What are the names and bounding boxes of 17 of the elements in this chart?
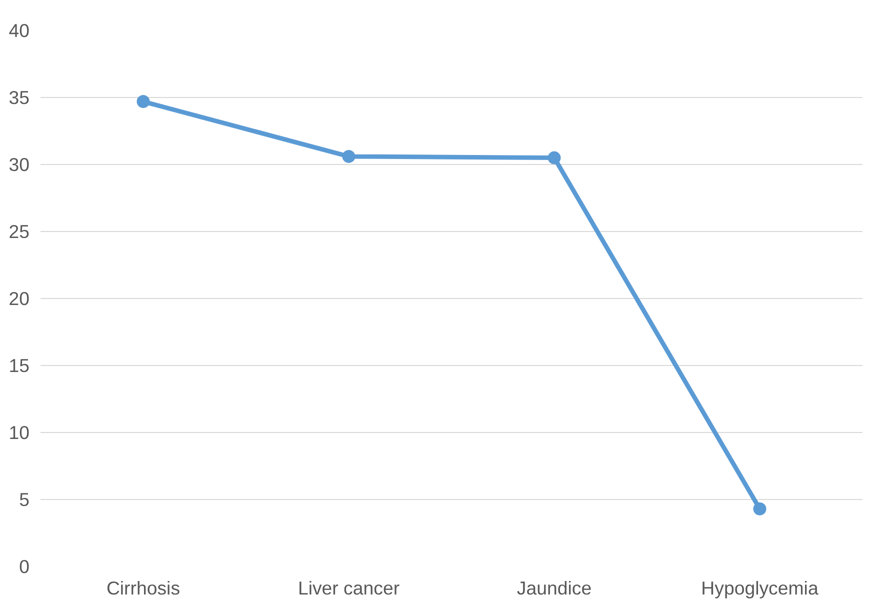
x-tick-label: Hypoglycemia [701,578,819,598]
y-tick-label: 20 [8,288,30,309]
y-tick-label: 0 [19,556,30,577]
x-tick-label: Jaundice [516,578,592,598]
y-tick-label: 5 [19,489,30,510]
point [753,502,766,516]
x-tick-label: Liver cancer [298,578,400,598]
y-tick-label: 10 [8,422,30,443]
point [136,95,150,108]
x-tick-label: Cirrhosis [106,578,180,598]
y-tick-label: 35 [8,87,30,108]
y-tick-label: 40 [8,20,30,41]
y-tick-label: 15 [8,355,30,376]
y-tick-label: 25 [8,221,30,242]
point [548,151,561,164]
y-tick-label: 30 [8,154,30,175]
point [342,150,356,163]
